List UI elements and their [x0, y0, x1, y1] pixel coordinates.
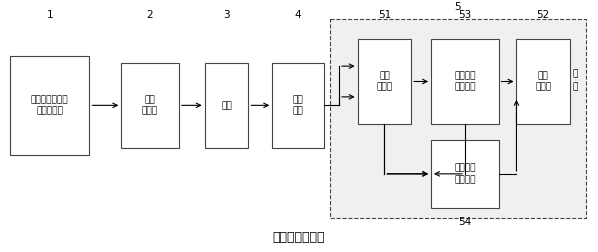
- Text: 2: 2: [147, 10, 153, 20]
- Text: 低通
滤波: 低通 滤波: [292, 95, 303, 115]
- Bar: [358, 39, 411, 124]
- Text: 3: 3: [223, 10, 230, 20]
- Text: 52: 52: [536, 10, 550, 20]
- Bar: [431, 140, 499, 208]
- Text: 4: 4: [295, 10, 301, 20]
- Bar: [329, 19, 586, 217]
- Text: 5: 5: [454, 2, 461, 12]
- Text: 第一
乘法器: 第一 乘法器: [376, 72, 392, 91]
- Text: 54: 54: [458, 216, 471, 227]
- Text: 第二
乘法器: 第二 乘法器: [535, 72, 551, 91]
- Bar: [10, 56, 90, 155]
- Text: 第一系数
分配网络: 第一系数 分配网络: [454, 72, 475, 91]
- Bar: [205, 63, 248, 148]
- Text: 无源偏置全光纤
电流互感器: 无源偏置全光纤 电流互感器: [31, 95, 69, 115]
- Text: 非线性补偿电路: 非线性补偿电路: [273, 231, 325, 244]
- Bar: [431, 39, 499, 124]
- Text: 1: 1: [47, 10, 53, 20]
- Text: 输: 输: [572, 69, 578, 78]
- Bar: [121, 63, 179, 148]
- Text: 51: 51: [378, 10, 391, 20]
- Bar: [272, 63, 324, 148]
- Text: 出: 出: [572, 82, 578, 91]
- Bar: [517, 39, 570, 124]
- Text: 光电
探测器: 光电 探测器: [142, 95, 158, 115]
- Text: 隔直: 隔直: [221, 101, 232, 110]
- Text: 第二系数
分配网络: 第二系数 分配网络: [454, 164, 475, 184]
- Text: 53: 53: [458, 10, 471, 20]
